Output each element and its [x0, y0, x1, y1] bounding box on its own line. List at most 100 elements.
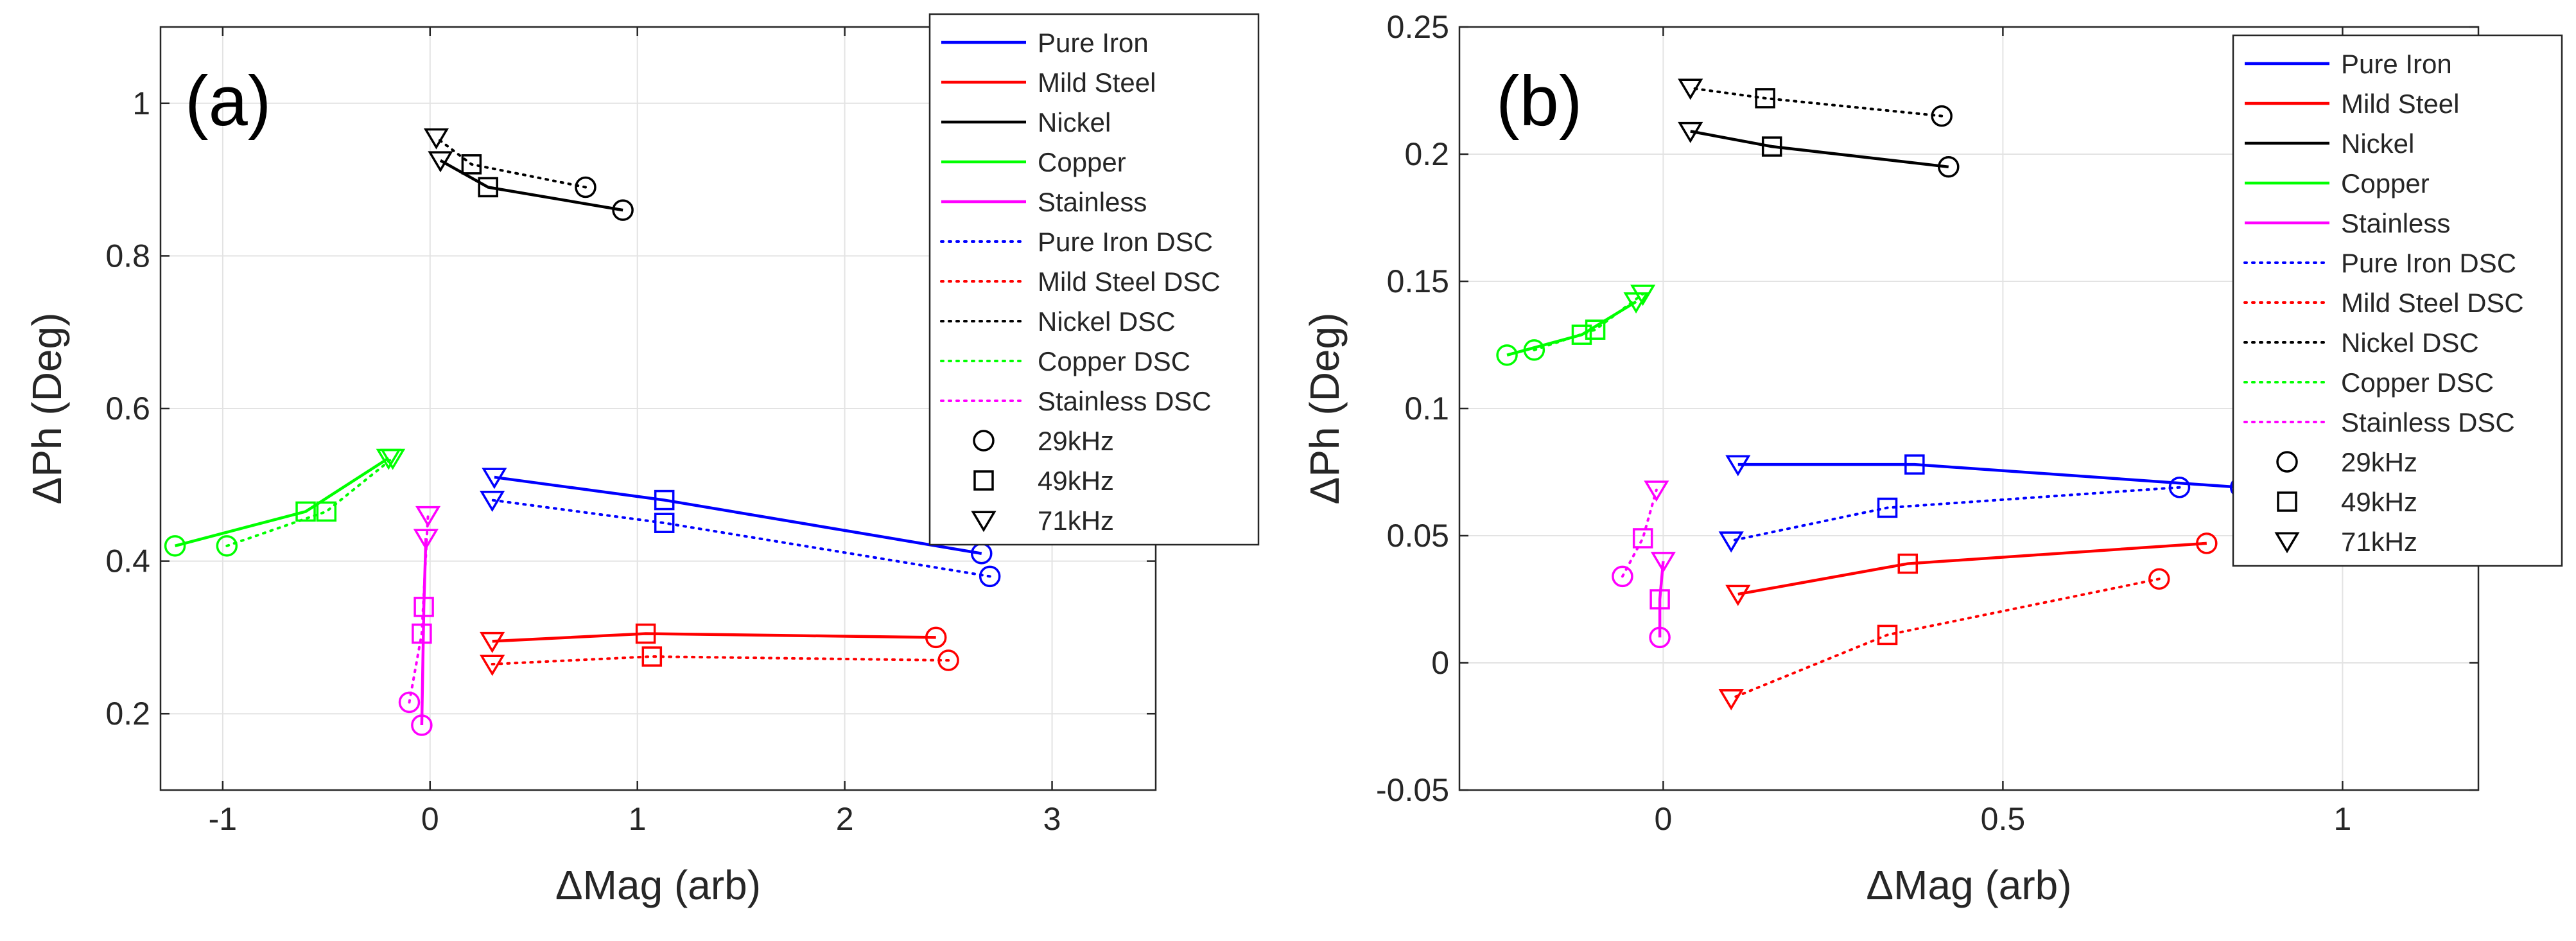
- y-tick-label: 0: [1431, 645, 1449, 681]
- x-tick-label: 3: [1043, 801, 1061, 837]
- legend-entry-49khz: 49kHz: [2341, 487, 2417, 517]
- panel-label: (b): [1496, 62, 1582, 141]
- series-stainless-dsc: [1612, 480, 1669, 588]
- legend-marker-circle: [2276, 451, 2298, 473]
- x-tick-label: -1: [209, 801, 237, 837]
- data-point-triangle-down: [413, 529, 439, 550]
- data-point-triangle-down: [1650, 552, 1676, 574]
- legend-entry-71khz: 71kHz: [1038, 506, 1114, 536]
- series-nickel: [1678, 121, 1960, 178]
- legend-entry-stainless: Stainless: [2341, 208, 2450, 238]
- series-pure-iron: [1725, 454, 2252, 498]
- series-stainless: [411, 529, 439, 736]
- y-tick-label: 0.05: [1387, 518, 1449, 554]
- data-point-circle: [2196, 532, 2218, 554]
- legend-marker-triangle-down: [971, 511, 996, 532]
- series-line-stainless: [1658, 561, 1665, 638]
- data-point-triangle-down: [1725, 585, 1751, 606]
- series-nickel: [428, 151, 634, 221]
- y-tick-label: 0.1: [1404, 391, 1449, 427]
- series-line-nickel: [1690, 130, 1949, 169]
- data-point-square: [654, 513, 675, 533]
- legend-entry-nickel-dsc: Nickel DSC: [2341, 328, 2479, 358]
- series-line-stainless-dsc: [408, 514, 430, 704]
- series-line-pure-iron: [1737, 462, 2241, 489]
- panel-label: (a): [185, 62, 271, 141]
- data-point-square: [1649, 589, 1670, 610]
- data-point-circle: [2148, 568, 2170, 590]
- data-point-circle: [925, 626, 947, 649]
- data-point-triangle-down: [1718, 689, 1744, 710]
- series-line-pure-iron: [494, 475, 982, 555]
- series-nickel-dsc: [423, 128, 596, 198]
- y-axis-label: ΔPh (Deg): [24, 313, 70, 505]
- x-tick-label: 1: [629, 801, 647, 837]
- data-point-square: [316, 501, 337, 522]
- y-tick-label: 0.6: [105, 391, 150, 427]
- series-stainless-dsc: [398, 506, 441, 714]
- data-point-triangle-down: [480, 491, 505, 512]
- data-point-triangle-down: [415, 506, 441, 527]
- data-point-triangle-down: [1725, 455, 1751, 477]
- data-point-square: [1904, 454, 1925, 475]
- data-point-triangle-down: [1718, 531, 1744, 553]
- data-point-square: [1755, 88, 1775, 109]
- data-point-square: [1897, 553, 1919, 574]
- y-tick-label: -0.05: [1376, 772, 1449, 808]
- series-pure-iron-dsc: [1718, 477, 2191, 553]
- series-stainless: [1649, 552, 1676, 649]
- series-mild-steel: [1725, 532, 2218, 606]
- legend-marker-triangle-down: [2274, 532, 2300, 554]
- series-line-stainless-dsc: [1621, 488, 1658, 578]
- series-line-mild-steel: [1737, 541, 2207, 596]
- legend-entry-stainless: Stainless: [1038, 187, 1147, 217]
- legend-entry-71khz: 71kHz: [2341, 527, 2417, 557]
- legend-entry-copper: Copper: [2341, 168, 2430, 198]
- data-point-circle: [1496, 344, 1518, 366]
- data-point-circle: [1931, 105, 1953, 127]
- series-copper-dsc: [216, 448, 406, 557]
- data-point-triangle-down: [480, 655, 505, 676]
- series-line-copper-dsc: [225, 457, 394, 547]
- x-axis-label: ΔMag (arb): [555, 862, 761, 908]
- legend-marker-square: [2277, 491, 2297, 512]
- data-point-circle: [398, 691, 421, 714]
- data-point-square: [635, 623, 656, 644]
- series-line-copper: [175, 457, 390, 548]
- data-point-circle: [164, 535, 186, 557]
- y-axis-label: ΔPh (Deg): [1301, 313, 1348, 505]
- legend-entry-stainless-dsc: Stainless DSC: [2341, 407, 2515, 437]
- x-tick-label: 0: [1654, 801, 1672, 837]
- data-point-square: [412, 623, 432, 644]
- legend-entry-49khz: 49kHz: [1038, 466, 1114, 496]
- data-point-square: [1585, 319, 1606, 340]
- data-point-triangle-down: [1678, 78, 1703, 100]
- data-point-square: [478, 177, 498, 198]
- data-point-triangle-down: [1644, 480, 1669, 502]
- series-copper: [164, 448, 401, 557]
- series-line-mild-steel: [492, 632, 936, 643]
- y-tick-label: 0.15: [1387, 263, 1449, 299]
- series-line-mild-steel-dsc: [491, 655, 950, 665]
- data-point-circle: [1938, 156, 1960, 178]
- legend-entry-29khz: 29kHz: [2341, 447, 2417, 477]
- x-tick-label: 1: [2333, 801, 2351, 837]
- series-mild-steel: [480, 623, 947, 653]
- data-point-triangle-down: [1630, 285, 1656, 306]
- series-nickel-dsc: [1678, 78, 1953, 127]
- data-point-square: [1877, 497, 1898, 518]
- series-mild-steel-dsc: [480, 646, 959, 676]
- data-point-circle: [575, 176, 596, 198]
- legend-entry-mild-steel: Mild Steel: [1038, 67, 1156, 98]
- series-line-nickel-dsc: [435, 136, 587, 189]
- series-line-nickel-dsc: [1689, 87, 1944, 118]
- x-tick-label: 0.5: [1981, 801, 2026, 837]
- legend-entry-nickel-dsc: Nickel DSC: [1038, 306, 1176, 337]
- legend-entry-nickel: Nickel: [1038, 107, 1111, 137]
- data-point-square: [461, 154, 482, 175]
- data-point-circle: [216, 535, 238, 557]
- series-line-copper: [1506, 300, 1637, 357]
- y-tick-label: 0.2: [1404, 136, 1449, 172]
- legend-entry-copper-dsc: Copper DSC: [2341, 367, 2494, 398]
- series-line-stainless: [420, 538, 428, 726]
